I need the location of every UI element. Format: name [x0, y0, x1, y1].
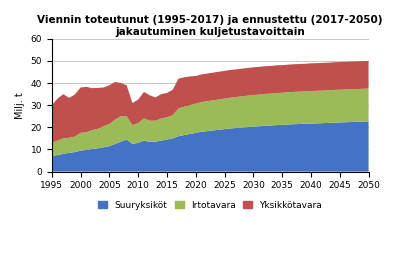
- Legend: Suuryksiköt, Irtotavara, Yksikkötavara: Suuryksiköt, Irtotavara, Yksikkötavara: [95, 197, 325, 214]
- Title: Viennin toteutunut (1995-2017) ja ennustettu (2017-2050)
jakautuminen kuljetusta: Viennin toteutunut (1995-2017) ja ennust…: [38, 15, 383, 36]
- Y-axis label: Milj. t: Milj. t: [15, 92, 25, 118]
